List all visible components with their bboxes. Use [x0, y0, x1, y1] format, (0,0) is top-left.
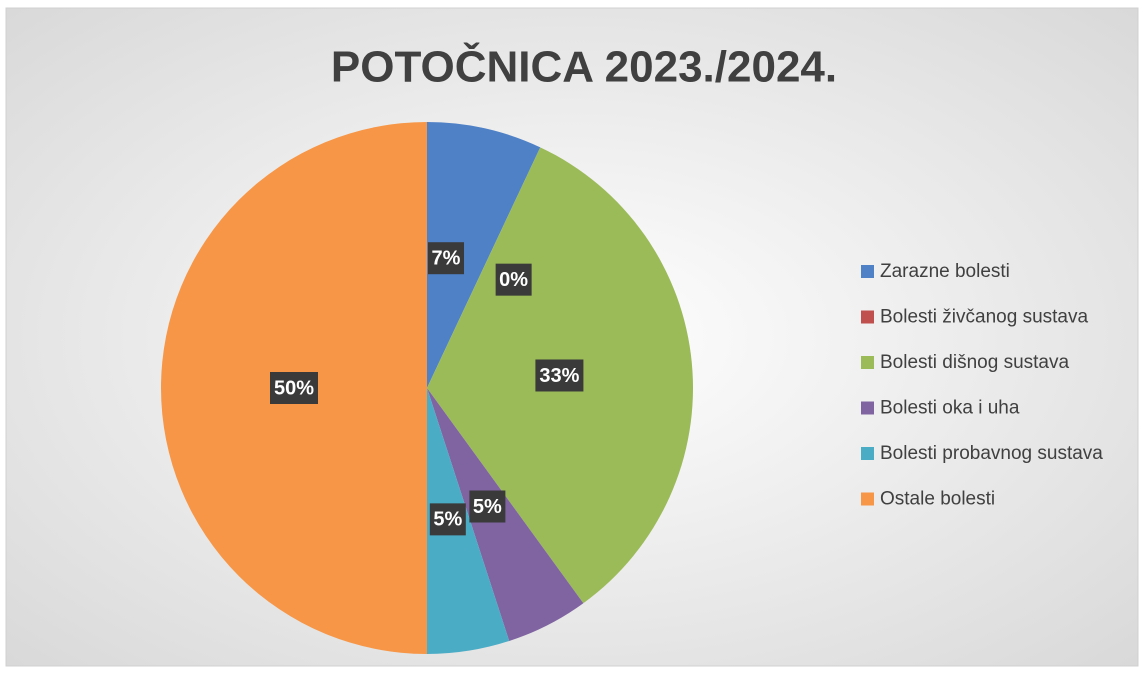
- data-label: 50%: [274, 377, 314, 399]
- legend-label: Bolesti oka i uha: [880, 398, 1020, 419]
- legend-swatch: [861, 356, 874, 369]
- pie-slice: [427, 388, 510, 654]
- data-label: 0%: [499, 269, 528, 291]
- pie-slice: [427, 147, 541, 388]
- data-label-box: [495, 263, 532, 296]
- data-label-box: [270, 372, 318, 404]
- legend-swatch: [861, 492, 874, 506]
- data-label: 7%: [432, 247, 461, 269]
- data-label: 5%: [473, 496, 502, 518]
- legend-swatch: [861, 310, 874, 324]
- data-label: 5%: [433, 509, 462, 531]
- data-label-box: [535, 359, 584, 392]
- legend-swatch: [861, 265, 874, 278]
- data-label-box: [469, 490, 506, 523]
- data-label: 33%: [539, 365, 579, 387]
- legend-label: Bolesti živčanog sustava: [880, 307, 1088, 328]
- legend-swatch: [861, 447, 874, 460]
- legend-swatch: [861, 401, 874, 415]
- data-label-box: [428, 242, 465, 275]
- chart-title: POTOČNICA 2023./2024.: [331, 41, 837, 92]
- legend-label: Ostale bolesti: [880, 489, 995, 510]
- pie-slice: [427, 122, 541, 388]
- legend-label: Zarazne bolesti: [880, 261, 1010, 282]
- data-label-box: [429, 503, 466, 536]
- legend-label: Bolesti dišnog sustava: [880, 352, 1069, 373]
- legend-label: Bolesti probavnog sustava: [880, 443, 1103, 464]
